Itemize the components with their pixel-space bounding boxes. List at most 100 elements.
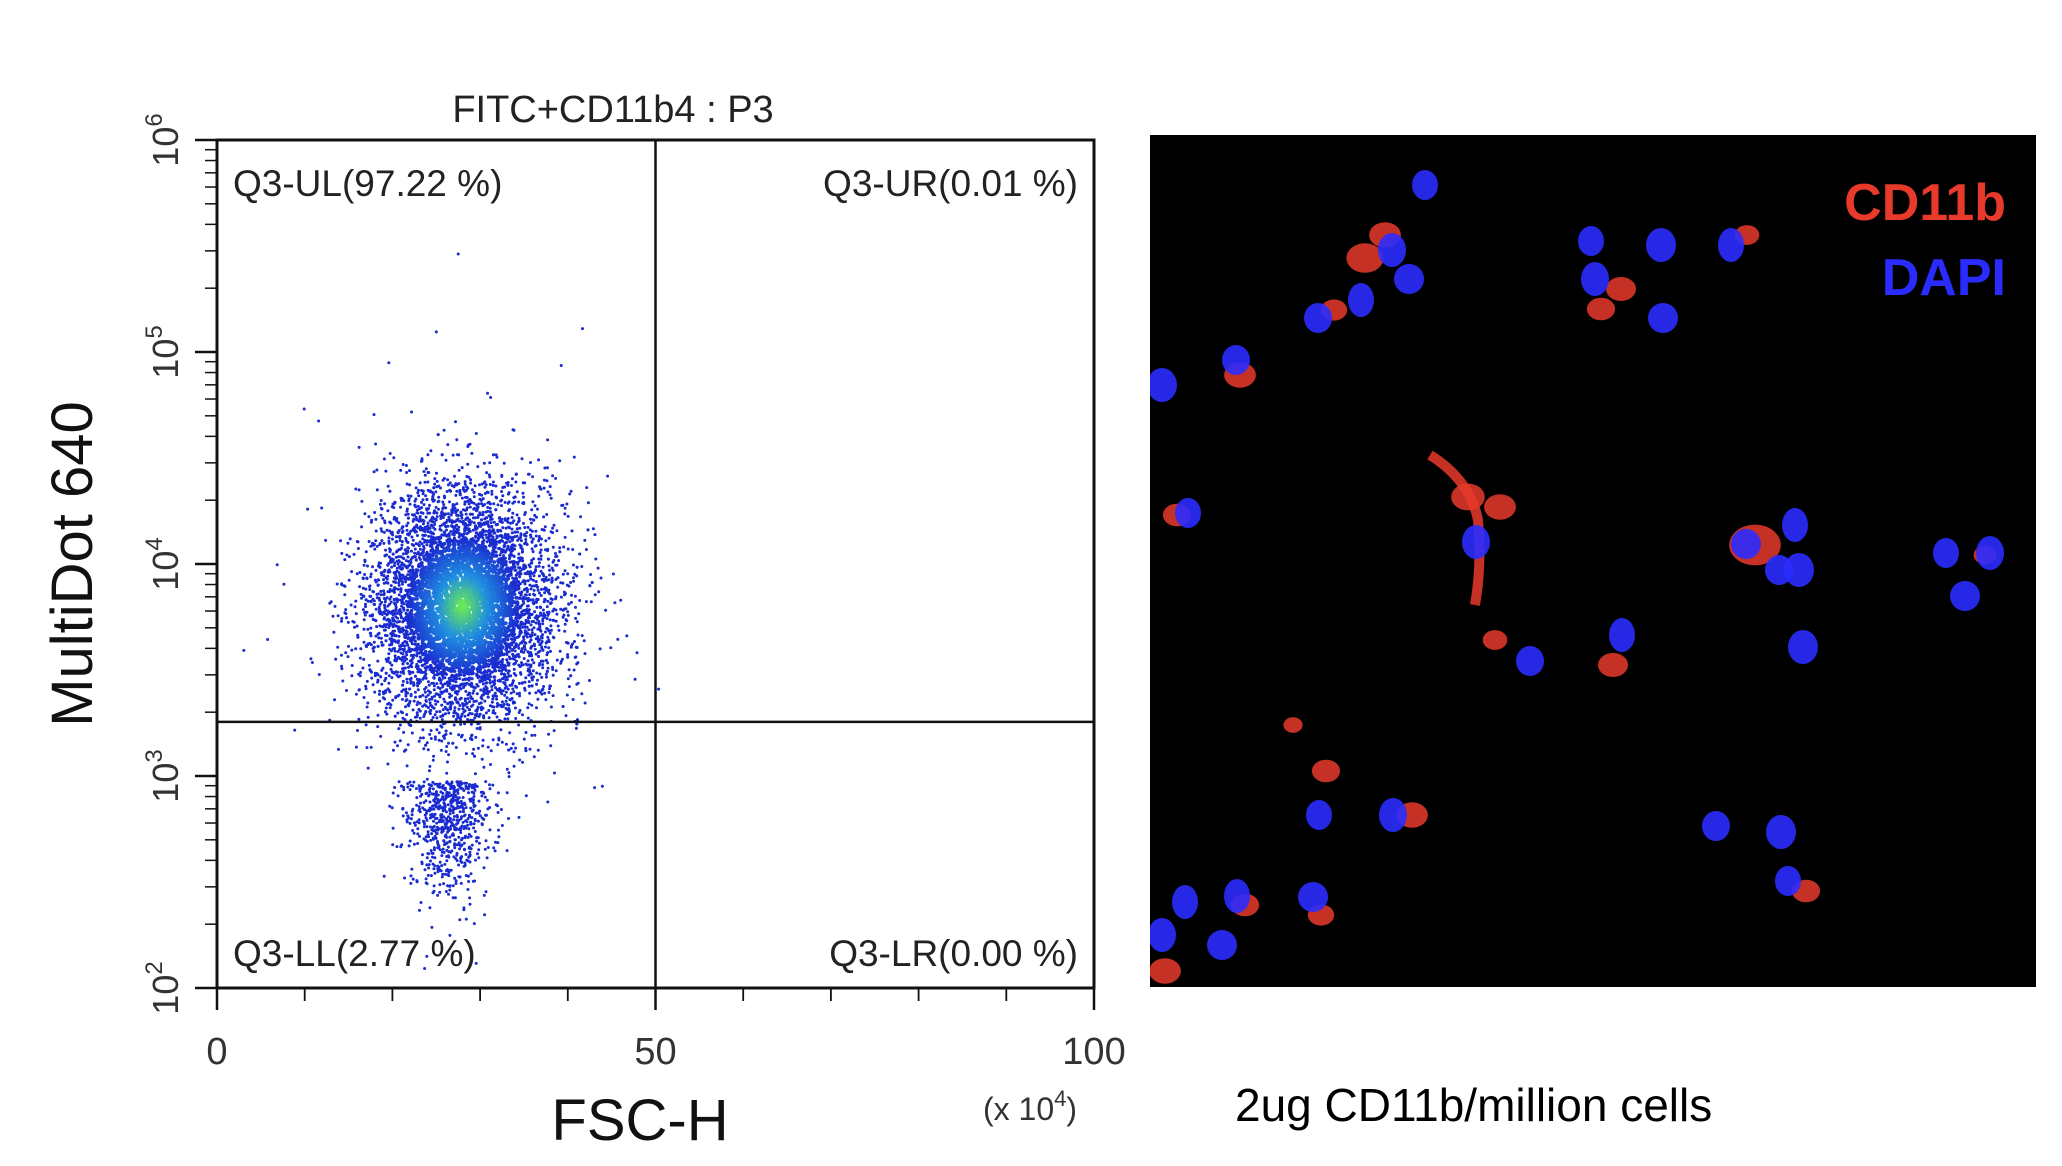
event-point [403,666,407,670]
event-point [413,639,417,643]
event-point [526,604,530,608]
event-point [453,474,456,478]
event-point [545,675,548,679]
event-point [554,578,558,581]
event-point [534,691,538,695]
event-point [406,555,410,559]
event-point [526,579,530,583]
event-point [559,595,563,599]
event-point [591,527,595,531]
event-point [527,680,531,684]
event-point [517,556,521,560]
event-point [366,715,370,719]
event-point [462,544,467,549]
event-point [528,593,532,597]
event-point [357,672,361,676]
event-point [543,525,547,529]
event-point [386,702,390,706]
event-point [400,604,404,608]
event-point [514,472,518,476]
event-point [483,699,487,703]
event-point [382,589,386,593]
event-point [470,733,474,737]
event-point [509,572,513,576]
event-point [398,539,402,542]
event-point [414,558,418,562]
event-point [367,663,371,667]
event-point [364,605,367,609]
event-point [394,577,398,581]
event-point [369,600,373,604]
event-point [427,626,432,631]
event-point [596,566,600,570]
event-point [537,564,541,568]
event-point [386,484,390,488]
event-point [611,572,615,576]
event-point [428,690,432,694]
event-point [439,517,443,520]
event-point [485,688,489,692]
event-point [426,585,431,590]
event-point [415,711,419,715]
event-point [457,689,460,693]
event-point [435,710,439,714]
event-point [361,666,365,670]
event-point [423,690,427,694]
event-point [478,497,482,501]
event-point [507,650,511,654]
event-point [463,738,467,742]
event-point [545,605,549,609]
event-point [394,634,398,638]
event-point [515,523,519,526]
event-point [410,543,414,546]
event-point [354,612,358,616]
event-point [490,670,494,674]
event-point [346,541,350,545]
event-point [522,657,526,660]
event-point [537,561,541,565]
event-point [485,625,490,630]
event-point [437,507,440,511]
event-point [540,587,543,591]
event-point [399,613,403,617]
event-point [478,483,481,487]
event-point [418,701,422,705]
event-point [484,483,488,487]
event-point [385,622,389,626]
event-point [464,512,468,516]
event-point [583,652,587,656]
event-point [538,662,542,665]
event-point [405,524,409,528]
event-point [521,760,524,764]
event-point [444,458,448,462]
event-point [519,539,523,543]
event-point [557,559,561,563]
event-point [380,600,384,604]
event-point [503,500,507,504]
event-point [522,644,526,648]
event-point [428,665,432,669]
event-point [488,506,492,510]
event-point [503,686,507,690]
event-point [487,716,491,720]
event-point [394,696,398,700]
event-point [531,584,534,588]
event-point [332,630,336,634]
event-point [462,686,466,689]
event-point [396,744,399,748]
event-point [414,665,418,669]
event-point [533,584,537,588]
event-point [552,523,556,527]
event-point [507,674,511,678]
event-point [469,695,473,699]
event-point [401,529,405,533]
event-point [369,594,373,598]
event-point [488,678,492,682]
event-point [416,491,420,495]
event-point [495,704,499,708]
event-point [512,662,516,666]
event-point [373,674,377,678]
event-point [378,689,382,693]
event-point [416,688,420,692]
event-point [415,534,419,537]
